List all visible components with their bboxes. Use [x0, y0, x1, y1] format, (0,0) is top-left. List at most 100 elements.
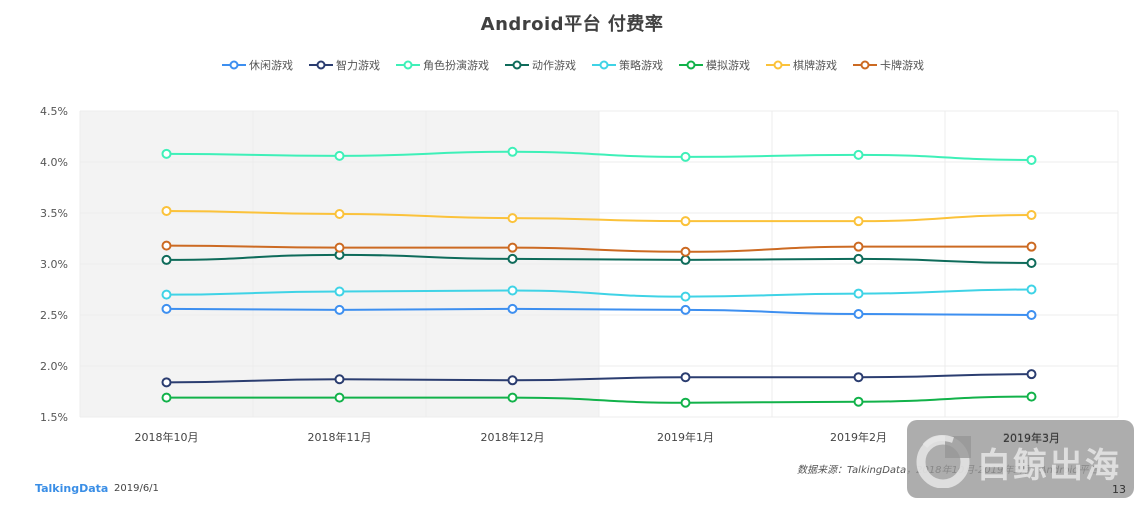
- data-point-marker[interactable]: [680, 151, 691, 162]
- data-point-marker[interactable]: [680, 216, 691, 227]
- data-point-marker[interactable]: [161, 392, 172, 403]
- data-point-marker[interactable]: [507, 146, 518, 157]
- legend-label: 角色扮演游戏: [423, 59, 489, 72]
- data-point-marker[interactable]: [334, 392, 345, 403]
- data-point-marker[interactable]: [161, 289, 172, 300]
- legend-item[interactable]: 棋牌游戏: [766, 57, 837, 73]
- x-tick-label: 2019年1月: [657, 430, 714, 444]
- data-point-marker[interactable]: [680, 397, 691, 408]
- watermark-text: 白鲸出海: [977, 446, 1121, 486]
- data-point-marker[interactable]: [853, 372, 864, 383]
- data-point-marker[interactable]: [680, 372, 691, 383]
- data-point-marker[interactable]: [680, 304, 691, 315]
- y-tick-label: 4.5%: [40, 105, 68, 118]
- series-line: [166, 373, 1032, 384]
- data-point-marker[interactable]: [853, 149, 864, 160]
- x-tick-label: 2019年2月: [830, 430, 887, 444]
- legend-label: 棋牌游戏: [793, 59, 837, 72]
- data-point-marker[interactable]: [334, 209, 345, 220]
- legend-line-marker-icon: [396, 60, 420, 70]
- legend-item[interactable]: 模拟游戏: [679, 57, 750, 73]
- whale-logo-icon: [916, 435, 971, 488]
- data-point-marker[interactable]: [853, 308, 864, 319]
- data-point-marker[interactable]: [161, 303, 172, 314]
- series-line: [166, 253, 1032, 264]
- y-tick-label: 2.0%: [40, 360, 68, 373]
- legend-label: 卡牌游戏: [880, 59, 924, 72]
- page-number: 13: [1112, 483, 1126, 496]
- data-point-marker[interactable]: [853, 241, 864, 252]
- legend-label: 模拟游戏: [706, 59, 750, 72]
- data-point-marker[interactable]: [161, 377, 172, 388]
- legend-item[interactable]: 动作游戏: [505, 57, 576, 73]
- legend-line-marker-icon: [679, 60, 703, 70]
- x-tick-label: 2018年10月: [135, 430, 199, 444]
- data-point-marker[interactable]: [1026, 310, 1037, 320]
- series-line: [166, 395, 1032, 404]
- series-line: [166, 150, 1032, 161]
- legend-item[interactable]: 休闲游戏: [222, 57, 293, 73]
- data-point-marker[interactable]: [334, 242, 345, 253]
- legend-line-marker-icon: [505, 60, 529, 70]
- legend-item[interactable]: 角色扮演游戏: [396, 57, 489, 73]
- data-point-marker[interactable]: [853, 253, 864, 264]
- data-point-marker[interactable]: [680, 254, 691, 265]
- x-tick-label-last-overlay: 2019年3月: [1003, 432, 1060, 445]
- data-point-marker[interactable]: [1026, 369, 1037, 380]
- data-point-marker[interactable]: [334, 374, 345, 385]
- data-point-marker[interactable]: [507, 253, 518, 264]
- legend-label: 策略游戏: [619, 59, 663, 72]
- data-point-marker[interactable]: [161, 148, 172, 159]
- legend-label: 智力游戏: [336, 59, 380, 72]
- data-point-marker[interactable]: [161, 205, 172, 216]
- watermark-overlay: 白鲸出海: [907, 420, 1134, 498]
- data-point-marker[interactable]: [853, 288, 864, 299]
- data-point-marker[interactable]: [853, 216, 864, 227]
- data-point-marker[interactable]: [161, 254, 172, 265]
- chart-legend: 休闲游戏 智力游戏 角色扮演游戏 动作游戏 策略游戏 模拟游戏 棋牌游戏 卡牌游…: [222, 57, 940, 73]
- data-point-marker[interactable]: [161, 240, 172, 251]
- series-line: [166, 209, 1032, 223]
- data-point-marker[interactable]: [507, 213, 518, 224]
- legend-line-marker-icon: [766, 60, 790, 70]
- data-point-marker[interactable]: [680, 291, 691, 302]
- data-point-marker[interactable]: [334, 150, 345, 161]
- data-point-marker[interactable]: [507, 392, 518, 403]
- series-line: [166, 244, 1032, 253]
- legend-item[interactable]: 卡牌游戏: [853, 57, 924, 73]
- y-tick-label: 1.5%: [40, 411, 68, 424]
- legend-item[interactable]: 智力游戏: [309, 57, 380, 73]
- x-tick-label: 2018年12月: [481, 430, 545, 444]
- series-line: [166, 307, 1032, 316]
- legend-line-marker-icon: [853, 60, 877, 70]
- y-tick-label: 3.5%: [40, 207, 68, 220]
- legend-line-marker-icon: [592, 60, 616, 70]
- data-point-marker[interactable]: [853, 396, 864, 407]
- data-point-marker[interactable]: [1026, 284, 1037, 295]
- legend-label: 动作游戏: [532, 59, 576, 72]
- series-line: [166, 288, 1032, 298]
- x-tick-label: 2018年11月: [308, 430, 372, 444]
- data-point-marker[interactable]: [1026, 241, 1037, 252]
- data-point-marker[interactable]: [334, 304, 345, 315]
- legend-line-marker-icon: [309, 60, 333, 70]
- legend-label: 休闲游戏: [249, 59, 293, 72]
- data-point-marker[interactable]: [1026, 154, 1037, 165]
- legend-line-marker-icon: [222, 60, 246, 70]
- talkingdata-logo: TalkingData: [35, 482, 109, 495]
- data-point-marker[interactable]: [507, 242, 518, 253]
- data-point-marker[interactable]: [507, 303, 518, 314]
- y-tick-label: 2.5%: [40, 309, 68, 322]
- data-point-marker[interactable]: [507, 375, 518, 386]
- data-point-marker[interactable]: [334, 286, 345, 297]
- y-tick-label: 3.0%: [40, 258, 68, 271]
- y-tick-label: 4.0%: [40, 156, 68, 169]
- data-point-marker[interactable]: [1026, 210, 1037, 221]
- data-point-marker[interactable]: [680, 246, 691, 257]
- report-date: 2019/6/1: [114, 483, 159, 494]
- legend-item[interactable]: 策略游戏: [592, 57, 663, 73]
- data-point-marker[interactable]: [507, 285, 518, 296]
- data-point-marker[interactable]: [1026, 391, 1037, 402]
- data-point-marker[interactable]: [1026, 257, 1037, 268]
